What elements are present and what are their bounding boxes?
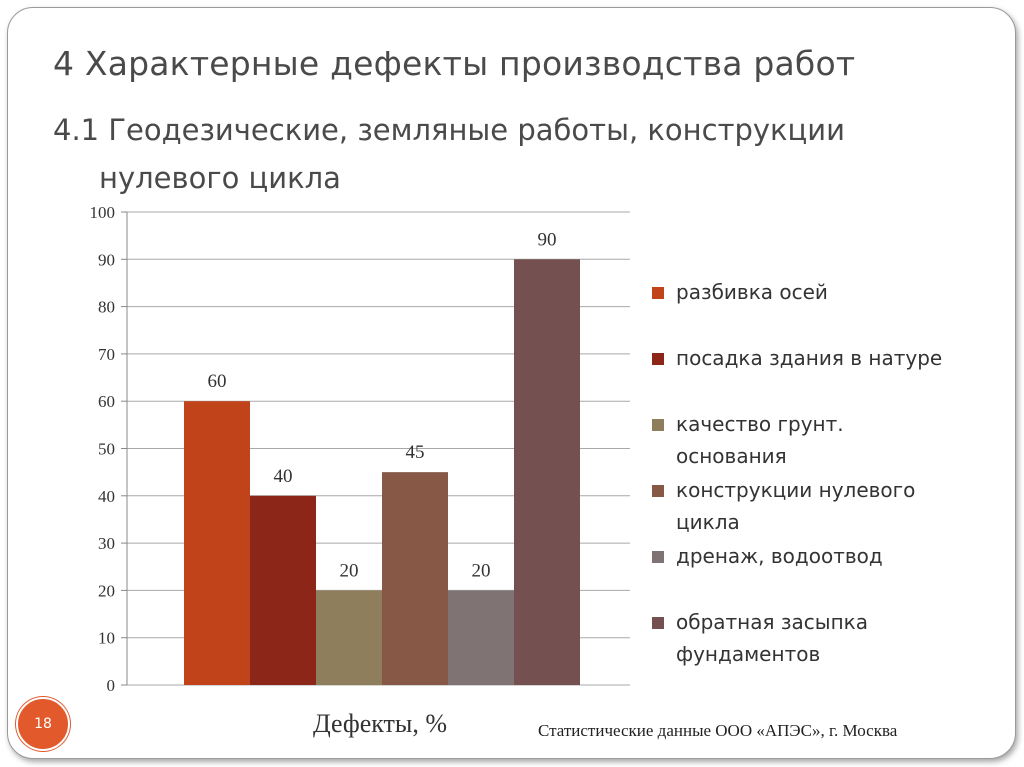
legend-label: конструкции нулевого цикла [676,478,916,534]
legend-swatch [652,551,664,563]
data-labels: 60 40 20 45 20 90 [208,229,557,581]
legend-swatch [652,287,664,299]
y-tick-label: 40 [98,487,115,506]
y-tick-label: 70 [98,345,115,364]
legend-item: разбивка осей [652,276,956,308]
subtitle-line-1: 4.1 Геодезические, земляные работы, конс… [53,113,845,147]
legend-label: посадка здания в натуре [676,346,943,370]
legend-item: посадка здания в натуре [652,342,956,374]
y-tick-label: 10 [98,629,115,648]
data-label: 90 [538,229,557,250]
data-label: 45 [406,442,425,463]
legend-item: качество грунт. основания [652,408,956,472]
data-label: 20 [340,560,359,581]
y-tick-label: 90 [98,250,115,269]
bars [184,259,580,685]
legend-swatch [652,353,664,365]
bar [316,590,382,685]
y-tick-label: 60 [98,392,115,411]
bar [514,259,580,685]
y-tick-label: 30 [98,534,115,553]
legend-label: качество грунт. основания [676,412,844,468]
legend-swatch [652,617,664,629]
y-tick-label: 50 [98,440,115,459]
slide-subtitle: 4.1 Геодезические, земляные работы, конс… [53,106,933,202]
x-axis-title: Дефекты, % [313,709,447,738]
legend-item: обратная засыпка фундаментов [652,606,956,670]
source-note: Статистические данные ООО «АПЭС», г. Мос… [538,721,898,740]
slide-title: 4 Характерные дефекты производства работ [53,44,856,83]
data-label: 40 [274,466,293,487]
bar [382,472,448,685]
legend-label: обратная засыпка фундаментов [676,610,868,666]
legend-item: конструкции нулевого цикла [652,474,956,538]
y-tick-label: 20 [98,581,115,600]
chart-legend: разбивка осей посадка здания в натуре каче… [652,272,972,682]
legend-item: дренаж, водоотвод [652,540,956,572]
data-label: 20 [472,560,491,581]
legend-label: разбивка осей [676,280,828,304]
y-tick-label: 80 [98,298,115,317]
legend-swatch [652,485,664,497]
data-label: 60 [208,371,227,392]
bar [184,401,250,685]
y-axis: 0 10 20 30 40 50 60 70 80 90 100 [90,203,128,695]
y-tick-label: 100 [90,203,116,222]
bar [448,590,514,685]
page-number-badge: 18 [16,697,70,751]
legend-label: дренаж, водоотвод [676,544,883,568]
y-tick-label: 0 [107,676,116,695]
bar [250,495,316,685]
subtitle-line-2: нулевого цикла [99,161,341,195]
legend-swatch [652,419,664,431]
